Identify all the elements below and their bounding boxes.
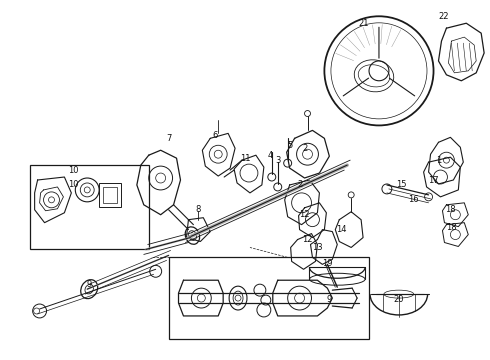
Text: 5: 5 bbox=[287, 141, 292, 150]
Text: 8: 8 bbox=[196, 205, 201, 214]
Text: 12: 12 bbox=[299, 210, 310, 219]
Text: 6: 6 bbox=[213, 131, 218, 140]
Text: 10: 10 bbox=[68, 166, 78, 175]
Text: 18: 18 bbox=[446, 223, 457, 232]
Text: 3: 3 bbox=[275, 156, 280, 165]
Text: 9: 9 bbox=[87, 280, 92, 289]
Text: 20: 20 bbox=[393, 294, 404, 303]
Text: 16: 16 bbox=[408, 195, 419, 204]
Bar bbox=[169, 257, 369, 339]
Text: 21: 21 bbox=[359, 19, 369, 28]
Bar bbox=[99, 183, 121, 207]
Text: 2: 2 bbox=[297, 180, 302, 189]
Text: 11: 11 bbox=[240, 154, 250, 163]
Bar bbox=[103, 187, 117, 203]
Text: 9: 9 bbox=[327, 294, 332, 303]
Bar bbox=[30, 165, 149, 249]
Text: 4: 4 bbox=[267, 151, 272, 160]
Text: 1: 1 bbox=[436, 156, 441, 165]
Text: 12: 12 bbox=[302, 235, 313, 244]
Text: 18: 18 bbox=[445, 205, 456, 214]
Text: 22: 22 bbox=[438, 12, 449, 21]
Text: 17: 17 bbox=[428, 176, 439, 185]
Text: 13: 13 bbox=[312, 243, 323, 252]
Text: 2: 2 bbox=[302, 144, 307, 153]
Text: 15: 15 bbox=[396, 180, 407, 189]
Text: 10: 10 bbox=[68, 180, 78, 189]
Text: 19: 19 bbox=[322, 259, 333, 268]
Text: 7: 7 bbox=[166, 134, 172, 143]
Text: 14: 14 bbox=[336, 225, 346, 234]
